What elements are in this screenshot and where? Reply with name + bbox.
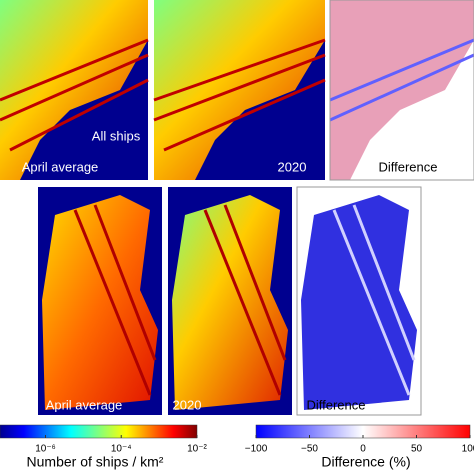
panel-label: 2020: [173, 397, 202, 412]
map-panel: [168, 187, 292, 415]
panel-label: All ships: [92, 128, 141, 143]
panel-label: 2020: [278, 159, 307, 174]
tick-label: 50: [411, 444, 423, 455]
panel-label: April average: [46, 397, 123, 412]
panel-label: April average: [22, 159, 99, 174]
tick-label: 10⁻²: [187, 444, 207, 455]
tick-label: 10⁻⁶: [35, 444, 56, 455]
tick-label: 100: [462, 444, 474, 455]
map-panel: [296, 186, 422, 416]
panel-label: Difference: [306, 397, 365, 412]
map-panel: [329, 0, 474, 181]
tick-label: 0: [360, 444, 366, 455]
map-panel: [38, 187, 162, 415]
tick-label: −100: [245, 444, 268, 455]
map-panel: [0, 0, 149, 180]
tick-label: 10⁻⁴: [111, 444, 132, 455]
colorbar-title: Difference (%): [321, 454, 410, 470]
tick-label: −50: [301, 444, 318, 455]
panel-label: Difference: [378, 159, 437, 174]
map-panel: [153, 0, 326, 180]
colorbar: [0, 424, 198, 439]
colorbar-title: Number of ships / km²: [27, 454, 164, 470]
